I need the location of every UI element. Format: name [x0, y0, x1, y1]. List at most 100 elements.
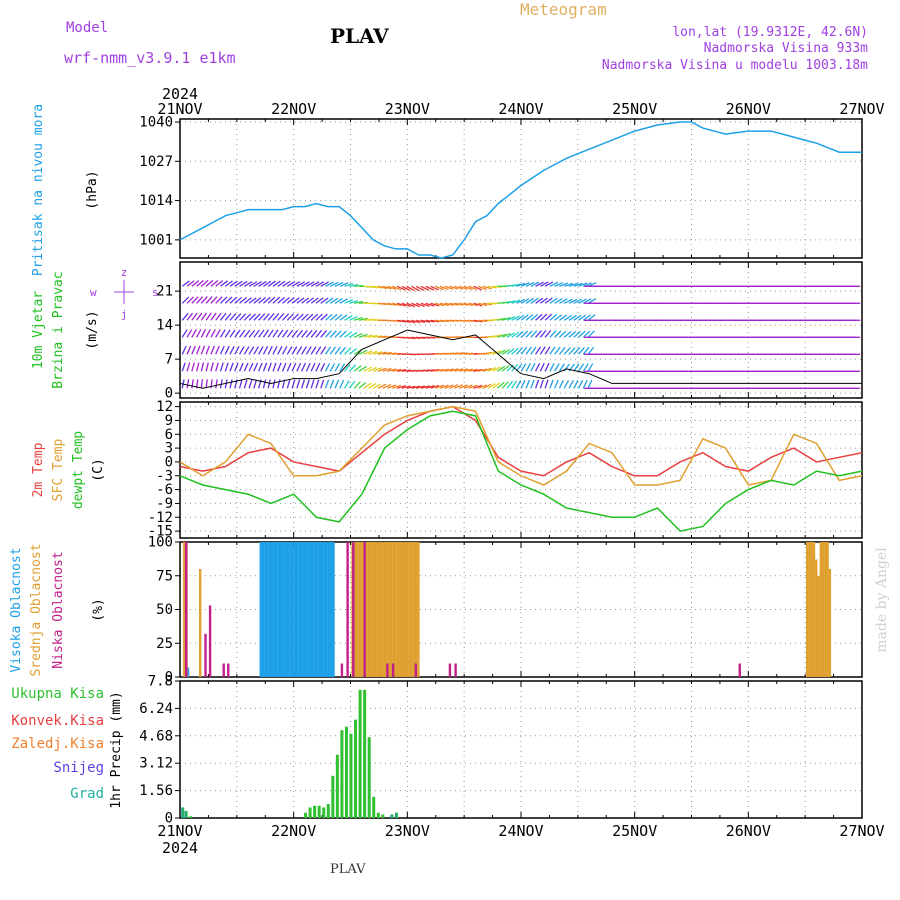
wind-barb — [449, 368, 459, 372]
wind-barb — [181, 345, 187, 355]
total-precip-bar — [354, 719, 358, 818]
ytick-label-p3: 3 — [165, 441, 173, 457]
wind-barb — [411, 302, 421, 308]
wind-barb — [415, 285, 425, 292]
wind-barb — [568, 298, 578, 304]
wind-barb — [339, 298, 348, 304]
wind-barb — [243, 379, 248, 389]
wind-barb — [554, 330, 562, 338]
wind-barb — [435, 302, 445, 307]
wind-barb — [248, 297, 257, 304]
wind-barb — [291, 362, 297, 372]
wind-barb — [573, 380, 579, 389]
wind-label-1: 10m Vjetar — [31, 291, 46, 369]
wind-barb — [511, 331, 520, 338]
wind-barb — [339, 330, 347, 338]
wind-barb — [191, 345, 196, 355]
wind-barb — [277, 313, 285, 321]
wind-barb — [473, 319, 483, 323]
cloud-unit-label: (%) — [91, 598, 106, 621]
ytick-label-p3: -3 — [156, 468, 173, 484]
wind-barb — [377, 367, 387, 372]
wind-barb — [439, 319, 450, 323]
wind-barb — [444, 285, 454, 290]
wind-barb — [430, 368, 440, 372]
mid-cloud-bar — [367, 542, 370, 677]
mid-cloud-bar — [198, 569, 202, 677]
wind-barb — [516, 330, 524, 338]
wind-barb — [463, 384, 473, 389]
pressure-label: Pritisak na nivou mora — [31, 104, 46, 276]
wind-barb — [244, 281, 253, 287]
wind-barb — [554, 363, 560, 372]
wind-barb — [286, 313, 295, 321]
wind-barb — [229, 379, 233, 389]
wind-barb — [530, 281, 540, 287]
wind-barb — [348, 380, 356, 389]
wind-barb — [215, 280, 224, 287]
wind-barb — [305, 313, 314, 321]
wind-barb — [243, 346, 250, 355]
wind-barb — [344, 380, 350, 389]
total-precip-bar — [340, 730, 344, 818]
wind-barb — [286, 346, 293, 355]
high-cloud-bar — [318, 542, 322, 677]
wind-barb — [587, 330, 595, 338]
wind-label-2: Brzina i Pravac — [51, 271, 66, 388]
wind-barb — [487, 285, 497, 289]
wind-barb — [358, 382, 367, 389]
wind-barb — [324, 362, 331, 372]
wind-barb — [511, 283, 521, 287]
wind-barb — [224, 362, 229, 372]
wind-barb — [325, 330, 332, 338]
wind-barb — [334, 363, 341, 372]
mid-cloud-bar — [358, 542, 361, 677]
wind-barb — [224, 296, 233, 304]
wind-barb — [449, 384, 459, 389]
wind-barb — [506, 348, 515, 355]
low-cloud-bar — [185, 542, 188, 677]
wind-barb — [573, 363, 580, 372]
wind-barb — [286, 362, 292, 372]
ytick-label-p5: 0 — [165, 811, 173, 827]
wind-barb — [396, 369, 407, 372]
wind-barb — [454, 352, 464, 355]
wind-barb — [267, 329, 274, 338]
ytick-label-p4: 75 — [156, 568, 173, 584]
wind-barb — [219, 312, 227, 321]
wind-barb — [539, 329, 547, 338]
wind-barb — [191, 362, 195, 372]
wind-barb — [573, 282, 583, 287]
mid-cloud-bar — [819, 542, 823, 677]
ytick-label-p5: 4.68 — [139, 728, 173, 744]
wind-barb — [186, 379, 190, 389]
high-cloud-bar — [275, 542, 278, 677]
wind-barb — [258, 346, 264, 355]
ytick-label-p3: 0 — [165, 454, 173, 470]
wind-barb — [258, 362, 263, 372]
wind-barb — [258, 297, 266, 304]
total-precip-bar — [358, 689, 362, 818]
wind-barb — [329, 379, 335, 389]
wind-barb — [535, 330, 542, 338]
wind-barb — [473, 384, 483, 389]
wind-barb — [563, 330, 572, 338]
wind-barb — [396, 319, 407, 323]
wind-barb — [401, 385, 411, 389]
wind-barb — [554, 298, 563, 304]
wind-barb — [463, 368, 473, 372]
wind-barb — [291, 346, 298, 355]
wind-barb — [215, 345, 220, 355]
wind-barb — [262, 346, 269, 355]
wind-barb — [501, 332, 511, 338]
compass-s: s — [152, 286, 159, 299]
wind-barb — [425, 285, 435, 291]
high-cloud-bar — [320, 542, 324, 677]
wind-barb — [444, 368, 454, 372]
ytick-label-p1: 1040 — [139, 115, 173, 131]
wind-barb — [501, 381, 509, 389]
wind-barb — [329, 330, 337, 338]
wind-barb — [368, 334, 378, 338]
total-precip-bar — [349, 733, 353, 818]
